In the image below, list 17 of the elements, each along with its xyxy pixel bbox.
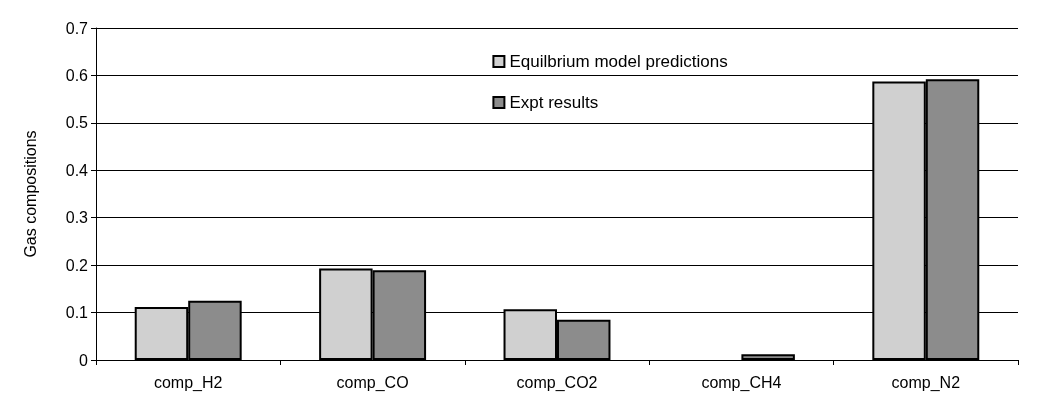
legend-label: Equilbrium model predictions [509, 52, 728, 71]
y-tick-label: 0 [79, 351, 89, 369]
x-tick-label: comp_CO [336, 373, 409, 392]
y-tick-label: 0.4 [65, 161, 89, 179]
y-tick-label: 0.6 [65, 66, 89, 84]
x-tick-label: comp_N2 [891, 373, 961, 392]
y-tick-label: 0.5 [65, 114, 89, 132]
x-tick-label: comp_H2 [153, 373, 223, 392]
bar [741, 354, 795, 360]
legend-label: Expt results [509, 93, 599, 112]
y-axis-title: Gas compositions [21, 130, 39, 258]
y-tick-label: 0.1 [65, 304, 89, 322]
y-tick-label: 0.2 [65, 256, 89, 274]
x-tick-label: comp_CH4 [701, 373, 782, 392]
x-tick-label: comp_CO2 [516, 373, 598, 392]
y-tick-label: 0.7 [65, 19, 89, 37]
y-tick-label: 0.3 [65, 209, 89, 227]
